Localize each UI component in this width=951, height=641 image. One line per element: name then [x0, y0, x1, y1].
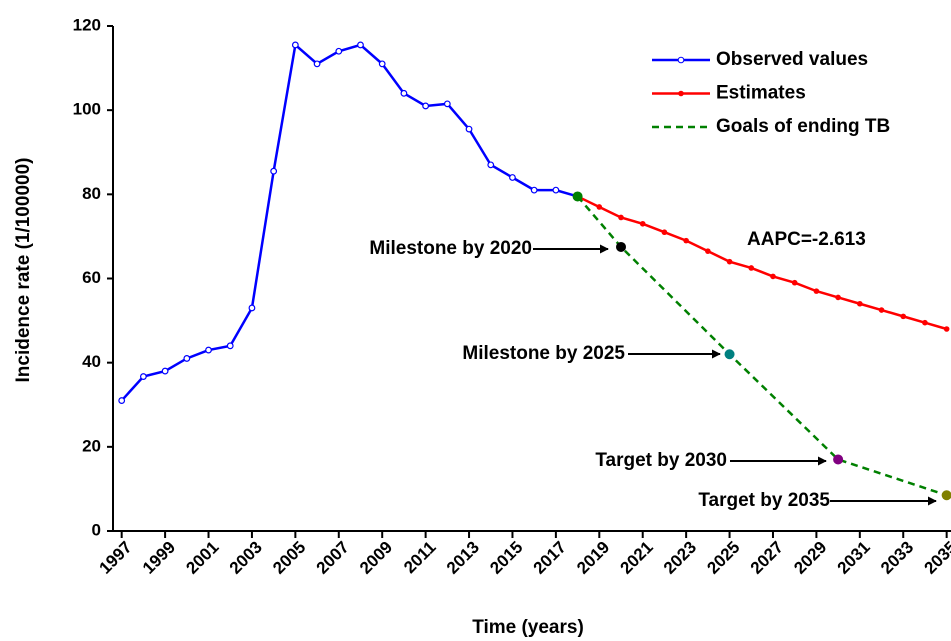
data-point: [596, 204, 603, 210]
data-point: [857, 300, 863, 307]
x-tick-label: 2011: [400, 538, 440, 578]
x-axis-title: Time (years): [472, 617, 584, 638]
data-point: [291, 41, 299, 49]
x-tick-label: 2009: [356, 538, 396, 578]
data-point: [726, 258, 733, 265]
y-tick-label: 80: [82, 184, 101, 203]
x-tick-label: 2033: [877, 538, 917, 578]
y-tick-label: 120: [73, 15, 101, 34]
data-point: [943, 326, 950, 332]
data-point: [118, 397, 126, 404]
legend-label: Estimates: [716, 83, 806, 104]
data-point: [813, 288, 820, 294]
data-point: [509, 174, 516, 181]
data-point: [833, 454, 844, 465]
data-point: [748, 265, 755, 271]
x-tick-label: 2007: [313, 538, 353, 578]
data-point: [205, 346, 212, 354]
x-tick-label: 2021: [617, 538, 657, 578]
x-tick-label: 2013: [443, 538, 483, 578]
annotation: Target by 2035: [698, 490, 830, 511]
data-point: [226, 342, 234, 350]
data-point: [443, 100, 451, 108]
data-point: [270, 167, 278, 175]
data-point: [639, 220, 646, 227]
legend-marker: [678, 90, 684, 97]
y-axis-title: Incidence rate (1/100000): [13, 158, 34, 383]
data-point: [161, 367, 169, 375]
annotations: Milestone by 2020 Milestone by 2025 Targ…: [369, 229, 937, 511]
x-tick-label: 2017: [530, 538, 570, 578]
series-line: [120, 42, 578, 402]
data-point: [335, 47, 343, 55]
data-point: [378, 60, 386, 68]
legend-label: Observed values: [716, 49, 868, 70]
data-point: [248, 304, 256, 312]
data-point: [552, 186, 560, 194]
data-point: [661, 229, 668, 236]
x-tick-label: 2035: [920, 538, 951, 578]
x-tick-label: 2025: [703, 538, 743, 578]
data-point: [487, 161, 495, 169]
annotation: AAPC=-2.613: [747, 229, 866, 250]
x-tick-label: 2001: [182, 538, 222, 578]
data-point: [530, 186, 538, 194]
legend-label: Goals of ending TB: [716, 116, 890, 137]
x-tick-label: 2031: [834, 538, 874, 578]
data-point: [422, 102, 430, 110]
x-tick-label: 2015: [486, 538, 526, 578]
x-tick-label: 2027: [747, 538, 787, 578]
data-point: [900, 313, 907, 320]
x-tick-label: 1997: [95, 538, 135, 578]
data-point: [313, 60, 321, 68]
annotation: Milestone by 2020: [369, 238, 532, 259]
data-point: [572, 191, 583, 202]
series-line: [577, 195, 948, 331]
y-tick-label: 60: [82, 268, 101, 287]
x-tick-label: 2003: [226, 538, 266, 578]
data-point: [770, 273, 776, 280]
data-point: [878, 307, 885, 313]
data-point: [941, 490, 951, 501]
annotation: Milestone by 2025: [462, 343, 625, 364]
data-point: [357, 41, 364, 49]
data-point: [139, 373, 147, 380]
data-point: [616, 241, 627, 252]
x-tick-label: 2029: [790, 538, 830, 578]
data-point: [724, 349, 735, 360]
x-tick-label: 2005: [269, 538, 309, 578]
data-point: [705, 248, 711, 254]
y-tick-label: 100: [73, 100, 101, 119]
data-point: [465, 125, 473, 133]
data-point: [618, 214, 624, 221]
data-point: [835, 294, 841, 301]
data-point: [400, 89, 408, 97]
data-point: [922, 319, 928, 326]
annotation: Target by 2030: [595, 450, 727, 471]
data-point: [683, 237, 689, 244]
legend-marker: [677, 56, 685, 64]
y-tick-label: 40: [82, 352, 101, 371]
x-tick-label: 2019: [573, 538, 613, 578]
y-tick-label: 20: [82, 436, 101, 455]
x-tick-label: 1999: [139, 538, 179, 578]
data-point: [183, 355, 191, 362]
x-tick-label: 2023: [660, 538, 700, 578]
y-tick-label: 0: [92, 520, 101, 539]
data-point: [791, 279, 798, 286]
